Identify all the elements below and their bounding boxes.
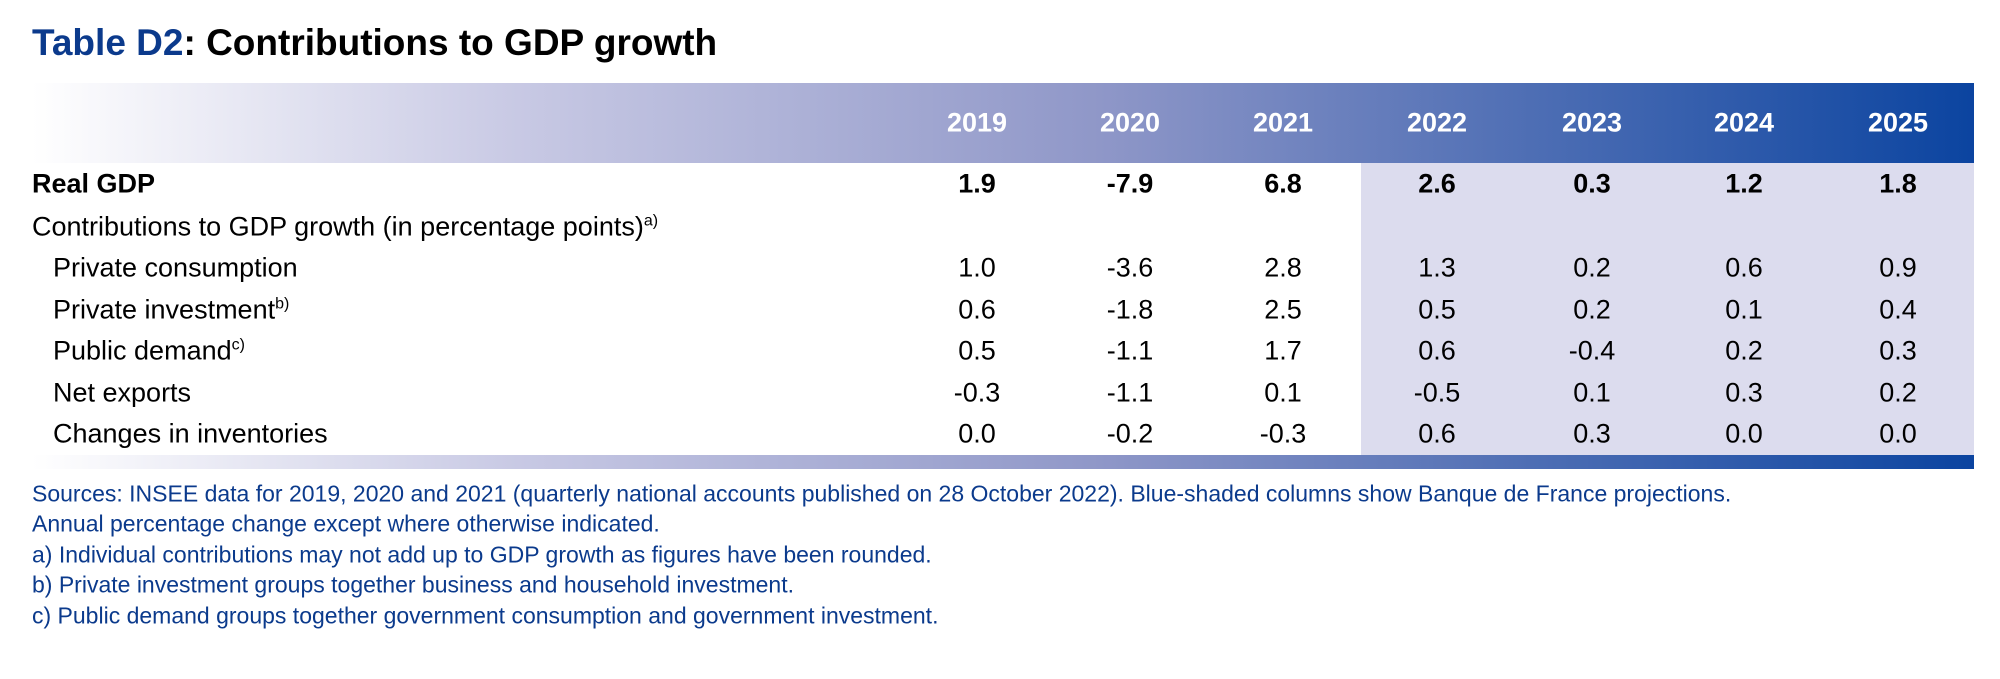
title-text: : Contributions to GDP growth (183, 22, 718, 63)
column-header: 2020 (1099, 107, 1161, 138)
cell: 2.8 (1264, 252, 1302, 283)
cell: 0.1 (1573, 377, 1611, 408)
row-label: Real GDP (32, 169, 155, 200)
cell: -0.3 (1259, 418, 1307, 449)
cell: 0.2 (1725, 335, 1763, 366)
header-band (32, 83, 1974, 163)
cell: 0.0 (958, 418, 996, 449)
footnote-ref: b) (275, 295, 290, 313)
row-label-text: Contributions to GDP growth (in percenta… (32, 211, 644, 242)
footnote-ref: a) (643, 212, 659, 230)
column-header: 2019 (946, 107, 1008, 138)
cell: 0.9 (1879, 252, 1917, 283)
column-header: 2022 (1406, 107, 1468, 138)
cell: -0.2 (1106, 418, 1154, 449)
cell: 0.2 (1879, 377, 1917, 408)
cell: -1.1 (1106, 377, 1154, 408)
footer-band (32, 455, 1974, 469)
cell: 2.6 (1418, 168, 1456, 199)
cell: 1.3 (1418, 252, 1456, 283)
title: Table D2: Contributions to GDP growth (32, 22, 717, 64)
row-label-text: Private investment (53, 294, 276, 325)
row-label-text: Public demand (53, 335, 232, 366)
cell: -0.3 (953, 377, 1001, 408)
row-label: Public demandc) (53, 336, 245, 367)
cell: -0.4 (1568, 335, 1616, 366)
note: c) Public demand groups together governm… (32, 602, 939, 629)
cell: 0.2 (1573, 252, 1611, 283)
cell: -0.5 (1413, 377, 1461, 408)
cell: 0.3 (1573, 168, 1611, 199)
cell: 1.9 (958, 168, 996, 199)
cell: 0.2 (1573, 294, 1611, 325)
row-label: Changes in inventories (53, 419, 328, 450)
cell: 1.0 (958, 252, 996, 283)
cell: 0.6 (1418, 418, 1456, 449)
note: Annual percentage change except where ot… (32, 510, 660, 537)
cell: 1.2 (1725, 168, 1763, 199)
note: a) Individual contributions may not add … (32, 541, 932, 568)
cell: 0.6 (958, 294, 996, 325)
row-label-text: Private consumption (53, 252, 298, 283)
cell: 2.5 (1264, 294, 1302, 325)
cell: 0.0 (1725, 418, 1763, 449)
row-label: Net exports (53, 378, 191, 409)
title-label: Table D2 (32, 22, 184, 63)
cell: 0.6 (1725, 252, 1763, 283)
note: b) Private investment groups together bu… (32, 571, 794, 598)
footnote-ref: c) (231, 336, 245, 354)
cell: 0.1 (1264, 377, 1302, 408)
cell: 0.3 (1573, 418, 1611, 449)
row-label-text: Changes in inventories (53, 418, 328, 449)
cell: -1.1 (1106, 335, 1154, 366)
row-label-text: Net exports (53, 377, 192, 408)
cell: 6.8 (1264, 168, 1302, 199)
column-header: 2025 (1867, 107, 1929, 138)
cell: 0.4 (1879, 294, 1917, 325)
row-label-text: Real GDP (32, 168, 156, 199)
column-header: 2024 (1713, 107, 1775, 138)
cell: 0.0 (1879, 418, 1917, 449)
projection-shade (1361, 163, 1974, 455)
cell: -1.8 (1106, 294, 1154, 325)
column-header: 2021 (1252, 107, 1314, 138)
cell: -7.9 (1106, 168, 1154, 199)
row-label: Private investmentb) (53, 295, 289, 326)
cell: -3.6 (1106, 252, 1154, 283)
cell: 0.5 (1418, 294, 1456, 325)
cell: 1.7 (1264, 335, 1302, 366)
cell: 0.1 (1725, 294, 1763, 325)
column-header: 2023 (1561, 107, 1623, 138)
note: Sources: INSEE data for 2019, 2020 and 2… (32, 480, 1732, 507)
cell: 0.6 (1418, 335, 1456, 366)
row-label: Private consumption (53, 253, 298, 284)
cell: 0.5 (958, 335, 996, 366)
cell: 1.8 (1879, 168, 1917, 199)
cell: 0.3 (1725, 377, 1763, 408)
row-label: Contributions to GDP growth (in percenta… (32, 212, 658, 243)
cell: 0.3 (1879, 335, 1917, 366)
